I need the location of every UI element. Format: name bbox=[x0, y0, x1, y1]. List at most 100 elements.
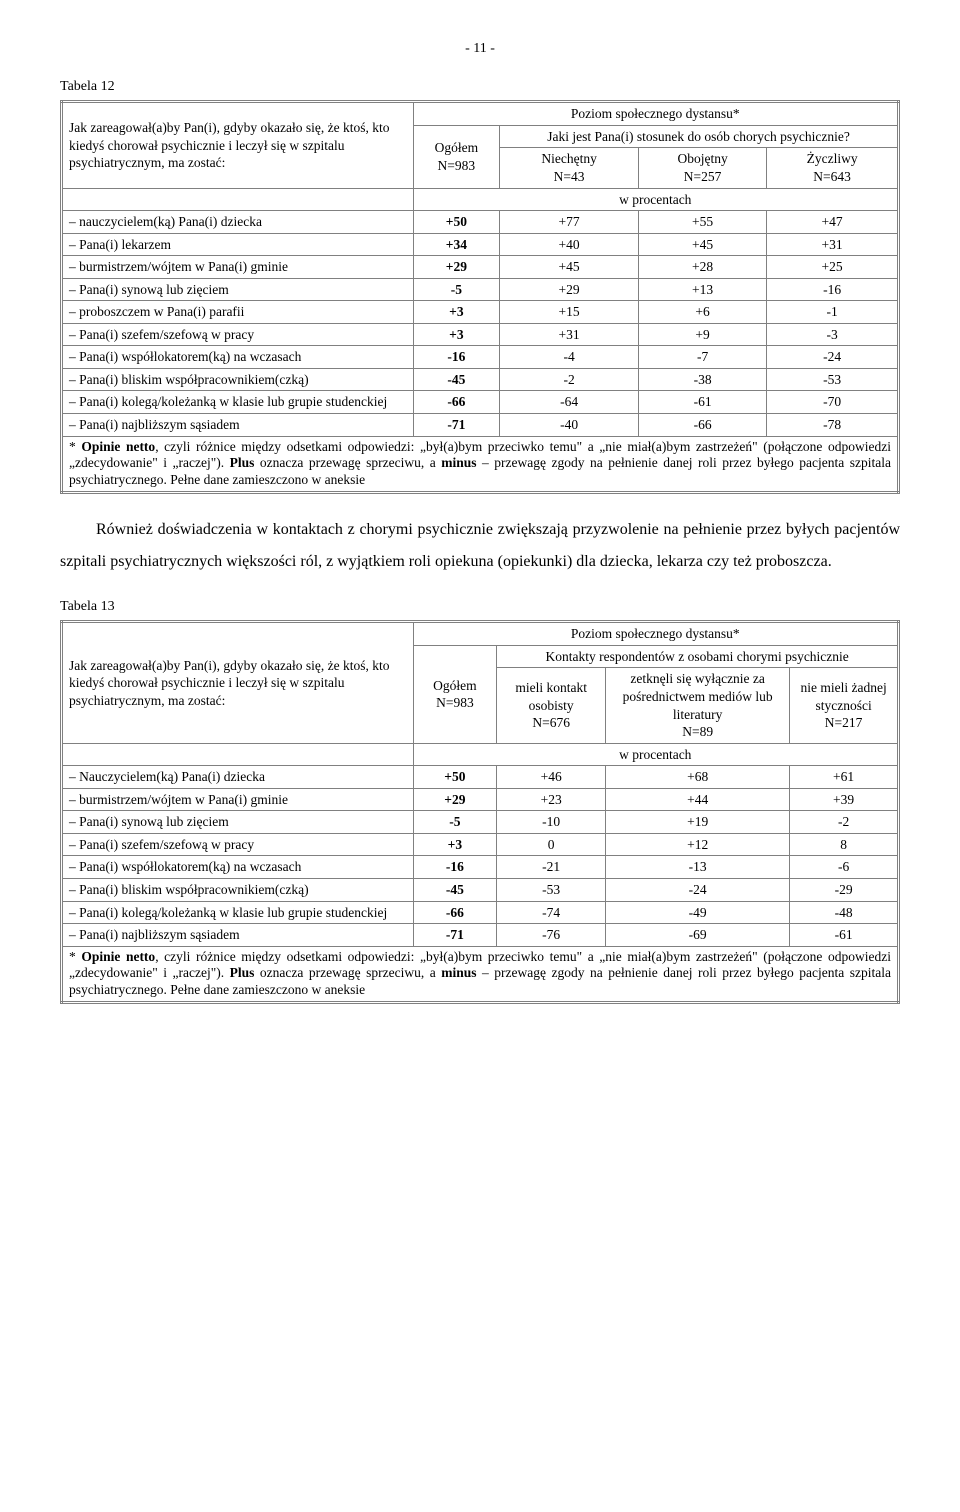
t12-col1-n: N=257 bbox=[684, 169, 722, 184]
mid-paragraph: Również doświadczenia w kontaktach z cho… bbox=[60, 514, 900, 578]
t13-ogolem: Ogółem N=983 bbox=[413, 645, 497, 743]
t13-cell: -49 bbox=[606, 901, 790, 924]
t12-cell: +9 bbox=[639, 323, 767, 346]
t13-ogolem-n: N=983 bbox=[436, 695, 474, 710]
t13-cell: -21 bbox=[497, 856, 606, 879]
t13-cell: 8 bbox=[790, 833, 899, 856]
t12-cell: +45 bbox=[500, 256, 639, 279]
t13-cell: +44 bbox=[606, 788, 790, 811]
t12-cell: +29 bbox=[500, 278, 639, 301]
t12-blank bbox=[62, 188, 414, 211]
t13-cell: -45 bbox=[413, 878, 497, 901]
t12-cell: -61 bbox=[639, 391, 767, 414]
t12-cell: +28 bbox=[639, 256, 767, 279]
t12-cell: -45 bbox=[413, 368, 500, 391]
t13-cell-bold: +50 bbox=[444, 769, 465, 784]
t13-col2: nie mieli żadnej styczności N=217 bbox=[790, 668, 899, 743]
t12-subheader: Jaki jest Pana(i) stosunek do osób chory… bbox=[500, 125, 899, 148]
t12-cell: -66 bbox=[413, 391, 500, 414]
t13-cell-bold: +3 bbox=[448, 837, 462, 852]
t12-row-label: – burmistrzem/wójtem w Pana(i) gminie bbox=[62, 256, 414, 279]
t13-cell-bold: -45 bbox=[446, 882, 464, 897]
t12-cell: -64 bbox=[500, 391, 639, 414]
t12-cell: -4 bbox=[500, 346, 639, 369]
t13-row-label: – burmistrzem/wójtem w Pana(i) gminie bbox=[62, 788, 414, 811]
table-row: – Pana(i) synową lub zięciem-5+29+13-16 bbox=[62, 278, 899, 301]
table-row: – Pana(i) lekarzem+34+40+45+31 bbox=[62, 233, 899, 256]
t12-ogolem-label: Ogółem bbox=[435, 140, 479, 155]
t12-row-label: – Pana(i) bliskim współpracownikiem(czką… bbox=[62, 368, 414, 391]
t13-cell: -48 bbox=[790, 901, 899, 924]
t13-cell-bold: -66 bbox=[446, 905, 464, 920]
t12-cell: -3 bbox=[767, 323, 899, 346]
t13-cell: -74 bbox=[497, 901, 606, 924]
t13-percent-label: w procentach bbox=[413, 743, 898, 766]
t12-cell: +31 bbox=[500, 323, 639, 346]
t13-superheader: Poziom społecznego dystansu* bbox=[413, 622, 898, 646]
t13-cell: +23 bbox=[497, 788, 606, 811]
t12-cell-bold: +3 bbox=[449, 304, 463, 319]
t12-col0: Niechętny N=43 bbox=[500, 148, 639, 188]
table-row: – Nauczycielem(ką) Pana(i) dziecka+50+46… bbox=[62, 766, 899, 789]
t13-cell: -66 bbox=[413, 901, 497, 924]
t12-cell: +55 bbox=[639, 211, 767, 234]
t13-col2-n: N=217 bbox=[825, 715, 863, 730]
t13-row-label: – Nauczycielem(ką) Pana(i) dziecka bbox=[62, 766, 414, 789]
t13-cell: +68 bbox=[606, 766, 790, 789]
t12-cell: +15 bbox=[500, 301, 639, 324]
t13-question: Jak zareagował(a)by Pan(i), gdyby okazał… bbox=[62, 622, 414, 743]
t13-cell-bold: -71 bbox=[446, 927, 464, 942]
t12-col2-n: N=643 bbox=[813, 169, 851, 184]
t12-cell: -5 bbox=[413, 278, 500, 301]
t12-cell-bold: -66 bbox=[447, 394, 465, 409]
t12-cell: -71 bbox=[413, 414, 500, 437]
table-row: – Pana(i) kolegą/koleżanką w klasie lub … bbox=[62, 901, 899, 924]
table-12: Jak zareagował(a)by Pan(i), gdyby okazał… bbox=[60, 100, 900, 494]
t13-col1-n: N=89 bbox=[682, 724, 713, 739]
t13-cell: -29 bbox=[790, 878, 899, 901]
t13-col0: mieli kontakt osobisty N=676 bbox=[497, 668, 606, 743]
table-row: – Pana(i) najbliższym sąsiadem-71-40-66-… bbox=[62, 414, 899, 437]
t13-cell: -24 bbox=[606, 878, 790, 901]
t12-cell: +40 bbox=[500, 233, 639, 256]
t13-row-label: – Pana(i) kolegą/koleżanką w klasie lub … bbox=[62, 901, 414, 924]
t12-cell-bold: -45 bbox=[447, 372, 465, 387]
t13-cell: 0 bbox=[497, 833, 606, 856]
t13-cell: +39 bbox=[790, 788, 899, 811]
t12-cell: +34 bbox=[413, 233, 500, 256]
t13-cell: -5 bbox=[413, 811, 497, 834]
t12-cell: +45 bbox=[639, 233, 767, 256]
t12-row-label: – Pana(i) współlokatorem(ką) na wczasach bbox=[62, 346, 414, 369]
t13-cell: +19 bbox=[606, 811, 790, 834]
t13-row-label: – Pana(i) współlokatorem(ką) na wczasach bbox=[62, 856, 414, 879]
t12-cell-bold: +50 bbox=[446, 214, 467, 229]
table-row: – nauczycielem(ką) Pana(i) dziecka+50+77… bbox=[62, 211, 899, 234]
t13-col0-label: mieli kontakt osobisty bbox=[515, 680, 587, 713]
t13-cell: -6 bbox=[790, 856, 899, 879]
t13-ogolem-label: Ogółem bbox=[433, 678, 477, 693]
t13-subheader: Kontakty respondentów z osobami chorymi … bbox=[497, 645, 899, 668]
t12-cell: -40 bbox=[500, 414, 639, 437]
t12-cell-bold: -71 bbox=[447, 417, 465, 432]
t13-cell: +61 bbox=[790, 766, 899, 789]
t13-row-label: – Pana(i) bliskim współpracownikiem(czką… bbox=[62, 878, 414, 901]
table-row: – Pana(i) synową lub zięciem-5-10+19-2 bbox=[62, 811, 899, 834]
t13-cell: -76 bbox=[497, 924, 606, 947]
t13-col1: zetknęli się wyłącznie za pośrednictwem … bbox=[606, 668, 790, 743]
t13-cell: -71 bbox=[413, 924, 497, 947]
t13-cell-bold: -5 bbox=[449, 814, 460, 829]
t13-cell: -10 bbox=[497, 811, 606, 834]
t12-ogolem: Ogółem N=983 bbox=[413, 125, 500, 188]
t12-col1: Obojętny N=257 bbox=[639, 148, 767, 188]
t12-ogolem-n: N=983 bbox=[438, 158, 476, 173]
t12-cell: -24 bbox=[767, 346, 899, 369]
t13-row-label: – Pana(i) szefem/szefową w pracy bbox=[62, 833, 414, 856]
table-row: – burmistrzem/wójtem w Pana(i) gminie+29… bbox=[62, 788, 899, 811]
t13-cell-bold: -16 bbox=[446, 859, 464, 874]
t12-cell-bold: -5 bbox=[451, 282, 462, 297]
t13-col1-label: zetknęli się wyłącznie za pośrednictwem … bbox=[623, 671, 773, 721]
t13-cell: -2 bbox=[790, 811, 899, 834]
t13-col0-n: N=676 bbox=[532, 715, 570, 730]
t13-cell: -53 bbox=[497, 878, 606, 901]
t12-cell: -66 bbox=[639, 414, 767, 437]
